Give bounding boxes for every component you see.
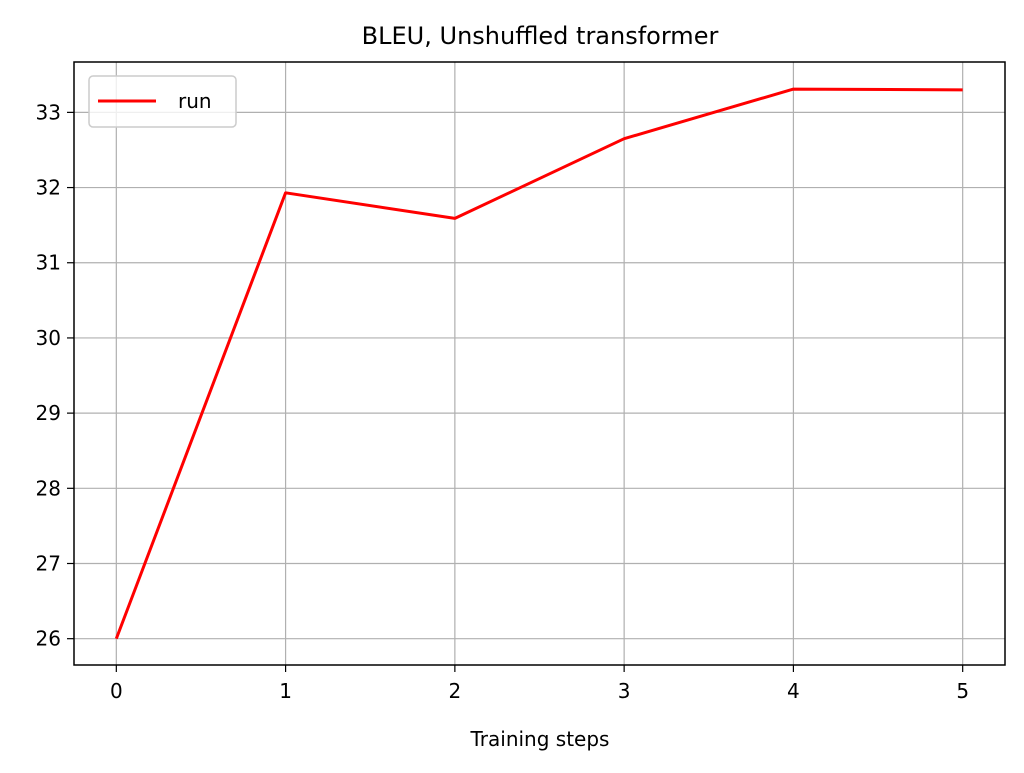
y-tick-label: 32 <box>36 176 61 200</box>
x-tick-label: 2 <box>448 679 461 703</box>
legend: run <box>88 75 237 128</box>
y-tick-label: 29 <box>36 401 61 425</box>
y-tick-label: 33 <box>36 100 61 124</box>
x-tick-label: 5 <box>956 679 969 703</box>
y-tick-label: 30 <box>36 326 61 350</box>
y-tick-label: 31 <box>36 251 61 275</box>
x-tick-label: 3 <box>618 679 631 703</box>
legend-box <box>88 75 237 128</box>
grid-lines <box>74 62 1005 665</box>
x-axis-ticks: 0 1 2 3 4 5 <box>110 665 969 703</box>
chart-title: BLEU, Unshuffled transformer <box>362 22 719 50</box>
legend-label-run: run <box>178 89 212 113</box>
x-axis-label: Training steps <box>470 727 610 751</box>
y-tick-label: 27 <box>36 551 61 575</box>
x-tick-label: 4 <box>787 679 800 703</box>
plot-frame <box>73 61 1006 666</box>
data-series <box>114 87 963 640</box>
y-tick-label: 28 <box>36 476 61 500</box>
series-line-run <box>114 87 963 640</box>
x-tick-label: 0 <box>110 679 123 703</box>
y-axis-ticks: 26 27 28 29 30 31 32 33 <box>36 100 74 651</box>
x-tick-label: 1 <box>279 679 292 703</box>
y-tick-label: 26 <box>36 627 61 651</box>
